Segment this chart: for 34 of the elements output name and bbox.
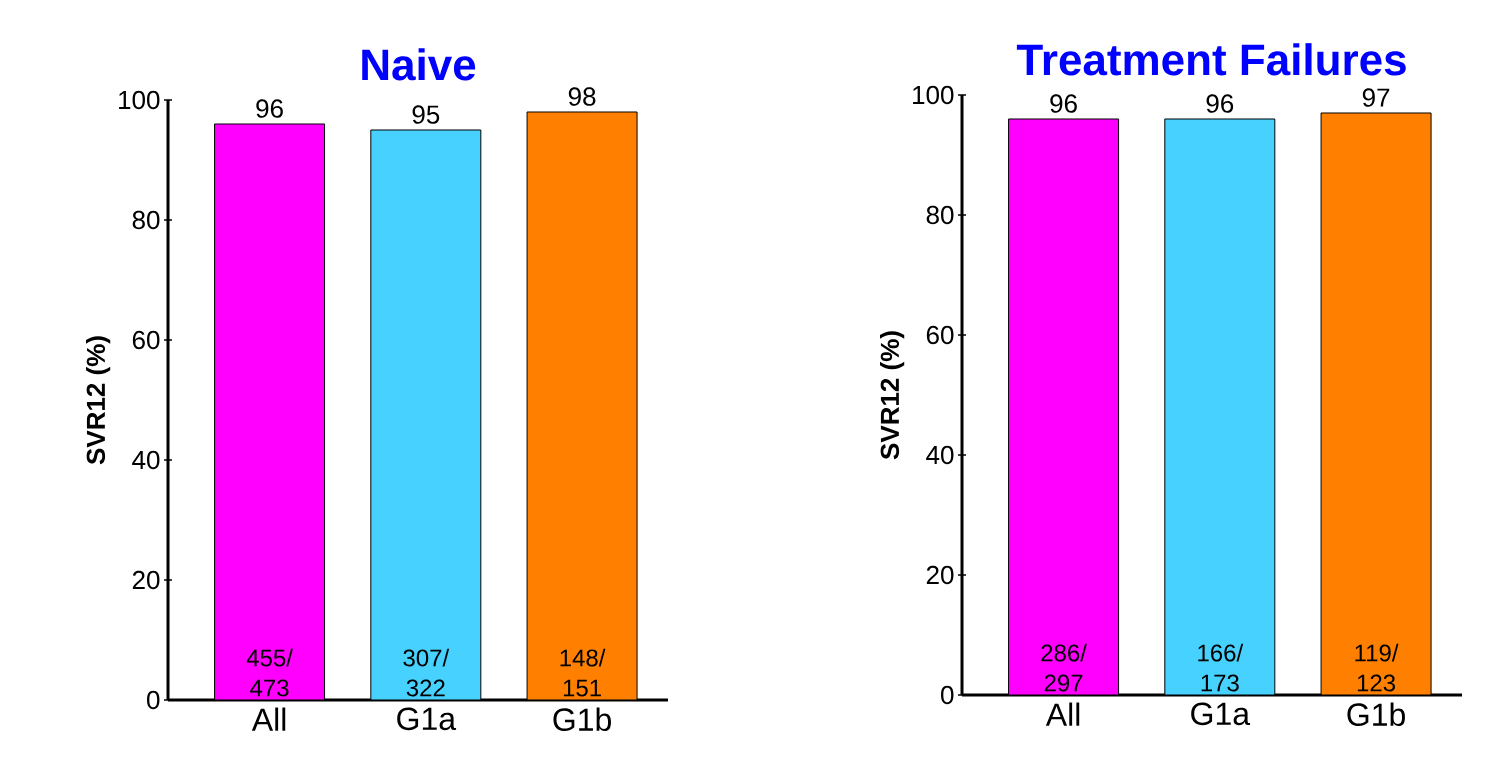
x-tick-label: G1b	[553, 707, 611, 732]
x-tick-label: All	[251, 707, 286, 731]
y-tick-label: 20	[132, 570, 160, 590]
annotation: 166/ 173	[1198, 643, 1244, 692]
data-label: 96	[1206, 94, 1234, 113]
data-label: 97	[1362, 88, 1390, 107]
x-tick-label: All	[1045, 702, 1080, 726]
annotation: 148/ 151	[560, 648, 606, 697]
y-tick-label: 100	[119, 90, 160, 110]
y-tick-label: 60	[926, 325, 954, 345]
x-tick-label: G1a	[1191, 702, 1251, 726]
data-label: 96	[256, 99, 283, 118]
y-tick-label: 100	[913, 85, 954, 105]
data-label: 98	[568, 87, 596, 106]
annotation: 119/ 123	[1355, 643, 1399, 692]
y-tick-label: 40	[132, 450, 160, 470]
y-axis-title: SVR12 (%)	[86, 336, 111, 465]
y-tick-label: 40	[926, 445, 954, 465]
y-tick-label: 0	[941, 685, 954, 705]
chart-title: Treatment Failures	[1016, 43, 1406, 76]
data-label: 96	[1050, 94, 1077, 113]
y-tick-label: 60	[132, 330, 160, 350]
y-tick-label: 20	[926, 565, 954, 585]
annotation: 455/ 473	[246, 648, 293, 697]
data-label: 95	[412, 105, 440, 124]
y-axis-title: SVR12 (%)	[880, 331, 905, 460]
y-tick-label: 0	[147, 690, 160, 710]
y-tick-label: 80	[926, 205, 954, 225]
y-tick-label: 80	[132, 210, 160, 230]
chart-title: Naive	[362, 48, 476, 81]
annotation: 286/ 297	[1041, 643, 1087, 692]
x-tick-label: G1b	[1347, 702, 1405, 727]
x-tick-label: G1a	[397, 707, 457, 731]
annotation: 307/ 322	[403, 648, 450, 697]
